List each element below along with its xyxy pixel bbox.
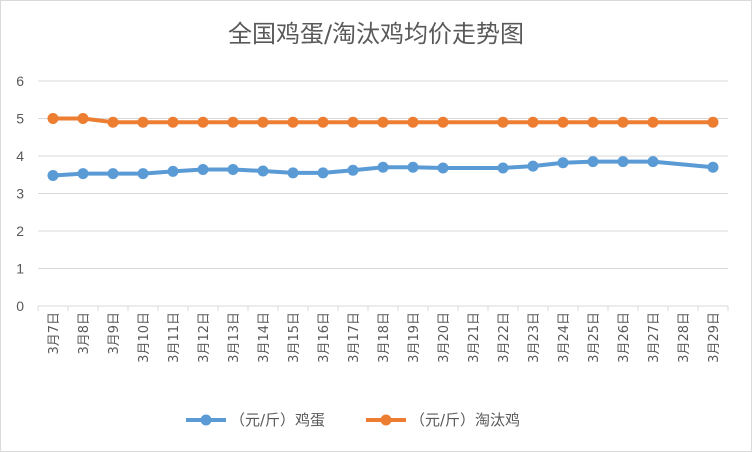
x-tick-label: 3月16日 xyxy=(317,312,332,363)
legend-swatch-marker xyxy=(380,414,392,426)
data-point xyxy=(77,168,89,180)
legend-label: （元/斤）淘汰鸡 xyxy=(410,411,520,429)
x-tick-label: 3月25日 xyxy=(587,312,602,363)
x-tick-label: 3月27日 xyxy=(647,312,662,363)
data-point xyxy=(107,168,119,180)
data-point xyxy=(707,161,719,173)
x-tick-label: 3月19日 xyxy=(407,312,422,363)
data-point xyxy=(527,116,539,128)
data-point xyxy=(497,162,509,174)
data-point xyxy=(557,116,569,128)
x-axis xyxy=(37,305,729,311)
x-tick-label: 3月28日 xyxy=(677,312,692,363)
x-tick-label: 3月17日 xyxy=(347,312,362,363)
data-point xyxy=(257,165,269,177)
y-tick-label: 2 xyxy=(16,223,24,239)
x-tick-label: 3月29日 xyxy=(707,312,722,363)
data-point xyxy=(707,116,719,128)
x-axis-ticks: 3月7日 3月8日 3月9日 3月10日 3月11日 3月12日 3月13日 3月14日 3月1… xyxy=(47,312,722,363)
y-tick-label: 4 xyxy=(16,148,24,164)
data-point xyxy=(587,116,599,128)
data-point xyxy=(167,116,179,128)
data-point xyxy=(527,160,539,172)
data-point xyxy=(317,167,329,179)
data-point xyxy=(347,164,359,176)
data-point xyxy=(647,156,659,168)
x-tick-label: 3月18日 xyxy=(377,312,392,363)
y-tick-label: 0 xyxy=(16,298,24,314)
data-point xyxy=(77,113,89,124)
x-tick-label: 3月14日 xyxy=(257,312,272,363)
x-tick-label: 3月13日 xyxy=(227,312,242,363)
x-tick-label: 3月15日 xyxy=(287,312,302,363)
data-point xyxy=(617,116,629,128)
data-point xyxy=(317,116,329,128)
data-point xyxy=(407,161,419,173)
data-point xyxy=(137,116,149,128)
data-point xyxy=(497,116,509,128)
x-tick-label: 3月22日 xyxy=(497,312,512,363)
legend: （元/斤）鸡蛋 （元/斤）淘汰鸡 xyxy=(186,411,520,429)
data-point xyxy=(287,116,299,128)
data-point xyxy=(167,165,179,177)
y-axis-ticks: 0 1 2 3 4 5 6 xyxy=(16,73,24,314)
x-tick-label: 3月7日 xyxy=(47,312,62,355)
data-point xyxy=(197,116,209,128)
y-tick-label: 5 xyxy=(16,111,24,127)
data-point xyxy=(257,116,269,128)
data-point xyxy=(227,164,239,175)
data-point xyxy=(377,161,389,173)
data-point xyxy=(227,116,239,128)
data-point xyxy=(437,116,449,128)
data-point xyxy=(407,116,419,128)
series-points xyxy=(47,113,719,181)
x-tick-label: 3月8日 xyxy=(77,312,92,355)
x-tick-label: 3月9日 xyxy=(107,312,122,355)
data-point xyxy=(47,113,59,124)
legend-label: （元/斤）鸡蛋 xyxy=(230,411,325,429)
data-point xyxy=(617,156,629,168)
x-tick-label: 3月12日 xyxy=(197,312,212,363)
data-point xyxy=(107,116,119,128)
x-tick-label: 3月11日 xyxy=(167,312,182,363)
y-tick-label: 3 xyxy=(16,186,24,202)
chart-title: 全国鸡蛋/淘汰鸡均价走势图 xyxy=(227,20,525,48)
data-point xyxy=(587,156,599,168)
legend-swatch-marker xyxy=(200,414,212,426)
y-tick-label: 6 xyxy=(16,73,24,89)
y-tick-label: 1 xyxy=(16,261,24,277)
data-point xyxy=(287,167,299,179)
data-point xyxy=(377,116,389,128)
x-tick-label: 3月24日 xyxy=(557,312,572,363)
data-point xyxy=(197,164,209,175)
data-point xyxy=(557,157,569,169)
x-tick-label: 3月21日 xyxy=(467,312,482,363)
data-point xyxy=(437,162,449,174)
x-tick-label: 3月20日 xyxy=(437,312,452,363)
x-tick-label: 3月23日 xyxy=(527,312,542,363)
data-point xyxy=(137,168,149,180)
x-tick-label: 3月10日 xyxy=(137,312,152,363)
x-tick-label: 3月26日 xyxy=(617,312,632,363)
data-point xyxy=(47,170,59,181)
data-point xyxy=(347,116,359,128)
data-point xyxy=(647,116,659,128)
